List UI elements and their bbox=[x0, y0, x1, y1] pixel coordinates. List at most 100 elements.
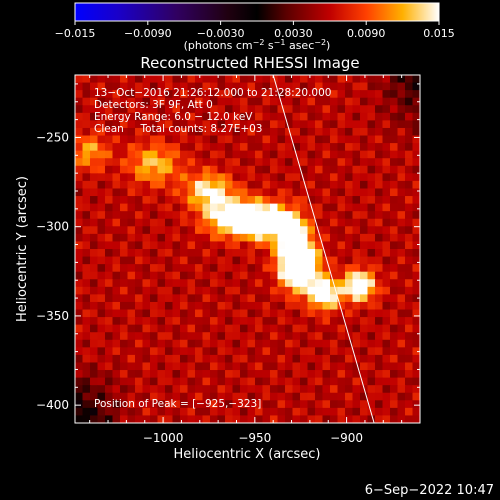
heatmap-cell bbox=[195, 415, 204, 423]
heatmap-cell bbox=[285, 362, 294, 371]
heatmap-cell bbox=[390, 271, 399, 280]
heatmap-cell bbox=[97, 150, 106, 159]
heatmap-cell bbox=[255, 347, 264, 356]
heatmap-cell bbox=[352, 218, 361, 227]
heatmap-cell bbox=[337, 332, 346, 341]
heatmap-cell bbox=[157, 105, 166, 114]
heatmap-cell bbox=[150, 120, 159, 129]
heatmap-cell bbox=[307, 226, 316, 235]
heatmap-cell bbox=[397, 173, 406, 182]
heatmap-cell bbox=[412, 362, 420, 371]
heatmap-cell bbox=[367, 105, 376, 114]
heatmap-cell bbox=[360, 271, 369, 280]
heatmap-cell bbox=[195, 339, 204, 348]
heatmap-cell bbox=[225, 256, 234, 265]
heatmap-cell bbox=[217, 332, 226, 341]
heatmap-cell bbox=[217, 249, 226, 258]
heatmap-cell bbox=[90, 75, 99, 84]
heatmap-cell bbox=[150, 347, 159, 356]
heatmap-cell bbox=[315, 407, 324, 417]
heatmap-cell bbox=[300, 279, 309, 288]
heatmap-cell bbox=[247, 226, 256, 235]
heatmap-cell bbox=[307, 415, 316, 423]
heatmap-cell bbox=[300, 362, 309, 371]
heatmap-cell bbox=[180, 112, 189, 121]
heatmap-cell bbox=[232, 165, 241, 174]
heatmap-cell bbox=[300, 143, 309, 152]
heatmap-cell bbox=[225, 271, 234, 280]
heatmap-cell bbox=[382, 271, 391, 280]
heatmap-cell bbox=[225, 286, 234, 295]
heatmap-cell bbox=[390, 82, 399, 91]
heatmap-cell bbox=[75, 82, 84, 91]
heatmap-cell bbox=[112, 226, 121, 235]
colorbar-tick-label: −0.0030 bbox=[197, 27, 245, 40]
heatmap-cell bbox=[97, 158, 106, 167]
heatmap-cell bbox=[375, 294, 384, 303]
heatmap-cell bbox=[210, 362, 219, 371]
heatmap-cell bbox=[142, 196, 151, 205]
heatmap-cell bbox=[195, 362, 204, 371]
heatmap-cell bbox=[157, 112, 166, 121]
heatmap-cell bbox=[240, 173, 249, 182]
heatmap-cell bbox=[315, 271, 324, 280]
heatmap-cell bbox=[247, 97, 256, 106]
heatmap-cell bbox=[315, 324, 324, 333]
heatmap-cell bbox=[187, 392, 196, 401]
heatmap-cell bbox=[307, 241, 316, 250]
heatmap-cell bbox=[315, 218, 324, 227]
heatmap-cell bbox=[345, 279, 354, 288]
heatmap-cell bbox=[82, 362, 91, 371]
heatmap-cell bbox=[345, 400, 354, 409]
heatmap-cell bbox=[352, 324, 361, 333]
heatmap-cell bbox=[112, 180, 121, 190]
heatmap-cell bbox=[142, 347, 151, 356]
heatmap-cell bbox=[412, 294, 420, 303]
heatmap-cell bbox=[315, 392, 324, 401]
heatmap-cell bbox=[345, 105, 354, 114]
heatmap-cell bbox=[127, 188, 136, 197]
heatmap-cell bbox=[300, 180, 309, 190]
heatmap-cell bbox=[300, 173, 309, 182]
heatmap-cell bbox=[112, 218, 121, 227]
heatmap-cell bbox=[352, 233, 361, 243]
heatmap-cell bbox=[360, 362, 369, 371]
heatmap-cell bbox=[300, 309, 309, 318]
heatmap-cell bbox=[367, 286, 376, 295]
heatmap-cell bbox=[262, 90, 271, 99]
heatmap-cell bbox=[247, 143, 256, 152]
heatmap-cell bbox=[307, 392, 316, 401]
heatmap-cell bbox=[270, 339, 279, 348]
heatmap-cell bbox=[165, 279, 174, 288]
heatmap-cell bbox=[247, 196, 256, 205]
heatmap-cell bbox=[135, 203, 144, 212]
heatmap-cell bbox=[210, 90, 219, 99]
heatmap-cell bbox=[97, 143, 106, 152]
heatmap-cell bbox=[337, 127, 346, 137]
heatmap-cell bbox=[255, 135, 264, 144]
heatmap-cell bbox=[382, 294, 391, 303]
heatmap-cell bbox=[367, 407, 376, 417]
heatmap-cell bbox=[330, 188, 339, 197]
heatmap-cell bbox=[217, 301, 226, 311]
heatmap-cell bbox=[112, 82, 121, 91]
heatmap-cell bbox=[97, 324, 106, 333]
heatmap-cell bbox=[210, 173, 219, 182]
heatmap-cell bbox=[142, 143, 151, 152]
heatmap-cell bbox=[105, 158, 114, 167]
heatmap-cell bbox=[165, 105, 174, 114]
heatmap-cell bbox=[412, 233, 420, 243]
heatmap-cell bbox=[195, 271, 204, 280]
heatmap-cell bbox=[187, 301, 196, 311]
heatmap-cell bbox=[412, 97, 420, 106]
heatmap-cell bbox=[360, 354, 369, 364]
heatmap-cell bbox=[412, 82, 420, 91]
heatmap-cell bbox=[352, 112, 361, 121]
heatmap-cell bbox=[105, 75, 114, 84]
heatmap-cell bbox=[390, 120, 399, 129]
heatmap-cell bbox=[210, 279, 219, 288]
heatmap-cell bbox=[240, 294, 249, 303]
heatmap-cell bbox=[105, 264, 114, 273]
heatmap-cell bbox=[247, 249, 256, 258]
heatmap-cell bbox=[352, 339, 361, 348]
